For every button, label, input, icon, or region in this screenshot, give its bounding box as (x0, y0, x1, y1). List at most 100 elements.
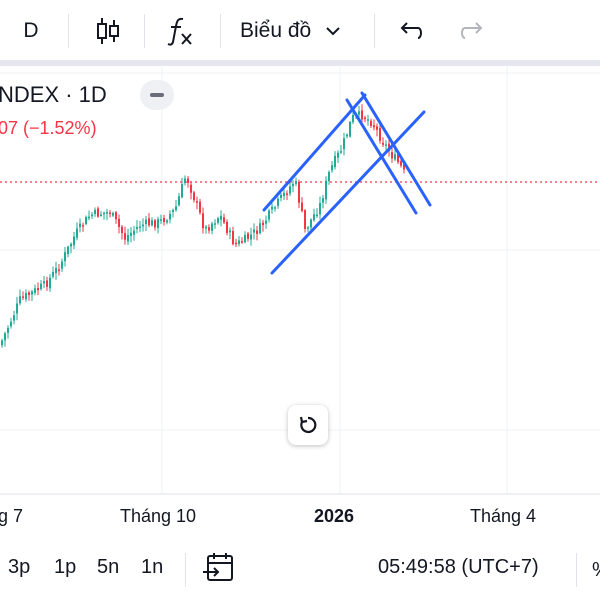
candle (196, 196, 198, 210)
candle (43, 275, 45, 289)
redo-button[interactable] (455, 0, 489, 62)
candle (379, 124, 381, 144)
candle (7, 325, 9, 339)
time-zone-clock[interactable]: 05:49:58 (UTC+7) (378, 556, 539, 578)
candle (247, 231, 249, 242)
candle (238, 236, 240, 247)
candle (52, 266, 54, 279)
candle (208, 224, 210, 234)
symbol-legend[interactable]: NDEX · 1D (0, 82, 107, 107)
range-button-5n[interactable]: 5n (97, 556, 120, 578)
candle (229, 227, 231, 240)
candle (220, 210, 222, 227)
chevron-down-icon (326, 27, 340, 36)
trend-channel-drawings (262, 91, 432, 275)
candle (46, 276, 48, 291)
candle (298, 179, 300, 209)
reset-chart-button[interactable] (288, 405, 328, 445)
candle (19, 289, 21, 306)
candle (118, 214, 120, 234)
candle (133, 225, 135, 241)
candle (202, 207, 204, 234)
trend-line (345, 98, 418, 215)
interval-button[interactable]: D (16, 0, 46, 62)
candle (82, 222, 84, 232)
candle (193, 190, 195, 203)
candle (181, 177, 183, 199)
toolbar-divider (374, 14, 375, 48)
settings-overflow[interactable]: % (592, 556, 600, 586)
candle (373, 119, 375, 131)
candle (400, 158, 402, 168)
reset-chart-icon (299, 416, 317, 434)
x-axis-label: Tháng 4 (470, 506, 537, 526)
candle (232, 226, 234, 246)
candle (283, 189, 285, 201)
chart-toolbar: D Biểu đồ (0, 0, 600, 62)
candle (343, 132, 345, 156)
bottom-toolbar (0, 540, 600, 600)
price-chart[interactable] (0, 66, 600, 540)
candle (154, 219, 156, 231)
candle (301, 197, 303, 213)
candle (337, 150, 339, 164)
candle (64, 247, 66, 267)
candle (250, 227, 252, 246)
candle (121, 224, 123, 240)
candle (160, 214, 162, 225)
candle (163, 214, 165, 226)
minus-icon (150, 93, 164, 97)
candle (223, 213, 225, 225)
candle (148, 213, 150, 228)
range-button-3p[interactable]: 3p (8, 556, 31, 578)
candle (226, 219, 228, 236)
range-button-1n[interactable]: 1n (141, 556, 164, 578)
candle (385, 140, 387, 152)
price-change: 07 (−1.52%) (0, 118, 97, 138)
candle (34, 284, 36, 296)
candle (313, 208, 315, 222)
candle (364, 115, 366, 123)
chart-type-menu[interactable]: Biểu đồ (240, 0, 352, 62)
bottom-divider (185, 553, 186, 587)
candle (334, 151, 336, 170)
candle (166, 218, 168, 225)
candle (187, 176, 189, 188)
chart-type-label: Biểu đồ (240, 19, 312, 42)
x-axis-label: g 7 (0, 506, 24, 526)
candle (382, 137, 384, 148)
candle (97, 206, 99, 218)
candle (346, 133, 348, 139)
undo-button[interactable] (394, 0, 428, 62)
candle (325, 176, 327, 204)
candle (304, 209, 306, 233)
candle (94, 207, 96, 217)
candle (1, 338, 3, 348)
indicators-button[interactable] (160, 0, 200, 62)
chart-style-button[interactable] (88, 0, 128, 62)
redo-icon (461, 22, 483, 39)
candle (73, 232, 75, 250)
candle (79, 218, 81, 233)
candle (376, 123, 378, 137)
date-range-button[interactable] (202, 552, 236, 590)
candle (88, 210, 90, 221)
date-range-icon (203, 553, 233, 581)
candle (190, 181, 192, 200)
candle (28, 290, 30, 301)
candle (103, 211, 105, 220)
toolbar-divider (220, 14, 221, 48)
candle (100, 211, 102, 217)
candle (277, 196, 279, 209)
function-fx-icon (167, 17, 192, 46)
candle (331, 161, 333, 173)
range-button-1p[interactable]: 1p (54, 556, 77, 578)
candle (292, 180, 294, 193)
candles (1, 104, 405, 348)
candle (280, 193, 282, 202)
svg-text:%: % (592, 559, 600, 580)
bottom-divider (576, 553, 577, 587)
candle (70, 242, 72, 254)
legend-collapse-button[interactable] (140, 80, 174, 110)
candle (205, 224, 207, 234)
